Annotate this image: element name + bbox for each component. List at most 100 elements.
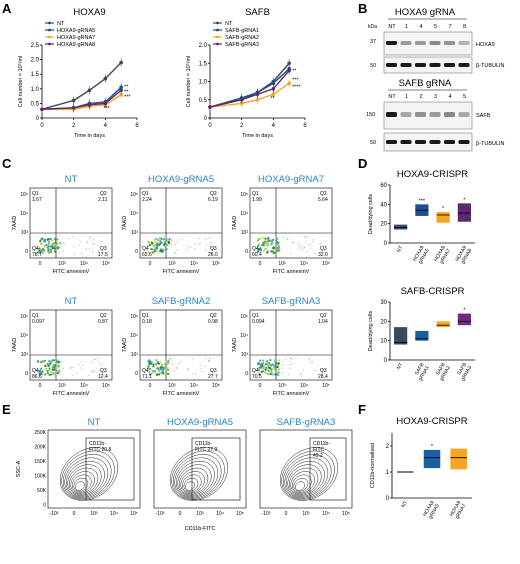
band	[458, 140, 470, 144]
y-axis-label: Dead/dying cells	[368, 194, 374, 235]
facs-point	[168, 238, 171, 241]
data-point	[119, 88, 123, 93]
y-tick-label: 10⁴	[130, 211, 138, 217]
facs-point	[277, 359, 281, 362]
facs-point	[266, 238, 269, 241]
lane-label: NT	[388, 94, 396, 100]
contour-line	[59, 447, 119, 501]
facs-point	[180, 239, 182, 241]
facs-point	[292, 242, 295, 244]
facs-point	[86, 241, 88, 244]
q1-value: 0.18	[142, 319, 152, 325]
contour-line	[169, 447, 229, 501]
facs-point	[75, 372, 78, 374]
facs-point	[52, 366, 55, 369]
contour-line	[290, 471, 315, 494]
facs-point	[59, 244, 61, 247]
facs-point	[264, 247, 268, 250]
x-tick-label: 10⁵	[322, 383, 330, 389]
y-axis-label: Cell number × 10⁵/ml	[17, 56, 24, 108]
blot-safb	[383, 101, 473, 130]
facs-point	[152, 365, 155, 368]
facs-point	[301, 372, 303, 375]
contour-line	[293, 478, 309, 492]
significance-label: *	[442, 206, 445, 212]
facs-point	[164, 240, 167, 243]
y-tick-label: 10³	[21, 230, 29, 236]
contour-frame	[47, 429, 141, 509]
facs-point	[53, 359, 56, 362]
legend-label: SAFB-gRNA2	[225, 35, 259, 41]
significance-label: **	[270, 96, 275, 102]
legend-marker	[48, 42, 51, 46]
facs-point	[42, 240, 46, 243]
legend-label: NT	[57, 21, 65, 27]
facs-point	[167, 368, 170, 371]
facs-point	[301, 245, 303, 248]
facs-point	[72, 236, 74, 238]
q1-label: Q1	[142, 191, 149, 197]
facs-point	[154, 240, 157, 243]
line-chart-hoxa9: HOXA9 0 0.5 1.0 1.5 2.0 2.5 0 2 4 6 Time in days Cel…	[17, 7, 139, 139]
facs-point	[160, 237, 163, 240]
x-tick-label: -10³	[262, 511, 271, 517]
q2-label: Q2	[210, 313, 217, 319]
y-axis-label: 7AAD	[232, 338, 238, 352]
y-axis-label: 7AAD	[12, 216, 18, 230]
facs-point	[298, 243, 301, 245]
q3-label: Q3	[210, 368, 217, 374]
y-tick-label: 1.5	[31, 72, 40, 78]
facs-point	[289, 357, 291, 359]
facs-point	[57, 362, 60, 366]
facs-point	[80, 361, 82, 363]
legend-marker	[216, 21, 219, 25]
facs-point	[58, 360, 61, 364]
facs-point	[38, 247, 41, 250]
data-point	[271, 81, 276, 86]
facs-point	[281, 371, 284, 374]
facs-point	[309, 243, 312, 246]
facs-point	[171, 362, 174, 365]
data-point	[255, 92, 260, 97]
facs-point	[57, 246, 60, 249]
significance-label: *	[431, 444, 434, 450]
facs-point	[44, 238, 47, 241]
gate-label-2: FITC 20.8	[89, 447, 111, 453]
facs-point	[256, 239, 260, 242]
gate-label-1: CD11b-	[89, 441, 106, 447]
facs-point	[166, 243, 169, 247]
facs-point	[265, 360, 269, 363]
facs-point	[264, 368, 267, 371]
y-tick-label: 40	[380, 202, 387, 208]
facs-point	[100, 364, 103, 367]
facs-point	[194, 242, 197, 244]
facs-point	[264, 366, 268, 369]
facs-point	[54, 241, 57, 244]
band	[386, 140, 397, 144]
facs-point	[86, 240, 88, 243]
y-tick-label: 100K	[34, 474, 46, 480]
x-tick-label: 10⁵	[102, 383, 110, 389]
facs-point	[282, 364, 285, 366]
facs-point	[157, 238, 160, 242]
facs-point	[54, 237, 57, 240]
facs-point	[81, 364, 84, 366]
box	[457, 313, 471, 326]
facs-point	[210, 246, 212, 248]
q4-label: Q4	[32, 246, 39, 252]
facs-point	[289, 360, 291, 363]
chart-title: HOXA9-CRISPR	[397, 169, 468, 180]
line-chart-safb: SAFB 0 0.5 1.0 1.5 2.0 0 2 4 6 Time in days Cell nu…	[185, 7, 307, 139]
facs-point	[274, 362, 277, 365]
band	[429, 112, 441, 117]
facs-point	[152, 363, 155, 366]
facs-point	[48, 369, 51, 372]
x-tick-label: 10⁴	[190, 261, 198, 267]
facs-point	[164, 368, 167, 371]
x-tick-label: 2	[240, 123, 244, 129]
y-tick-label: 30	[380, 300, 387, 306]
y-tick-label: 200K	[34, 445, 46, 451]
facs-point	[277, 244, 280, 247]
facs-point	[257, 247, 260, 250]
y-tick-label: 10⁴	[240, 211, 248, 217]
